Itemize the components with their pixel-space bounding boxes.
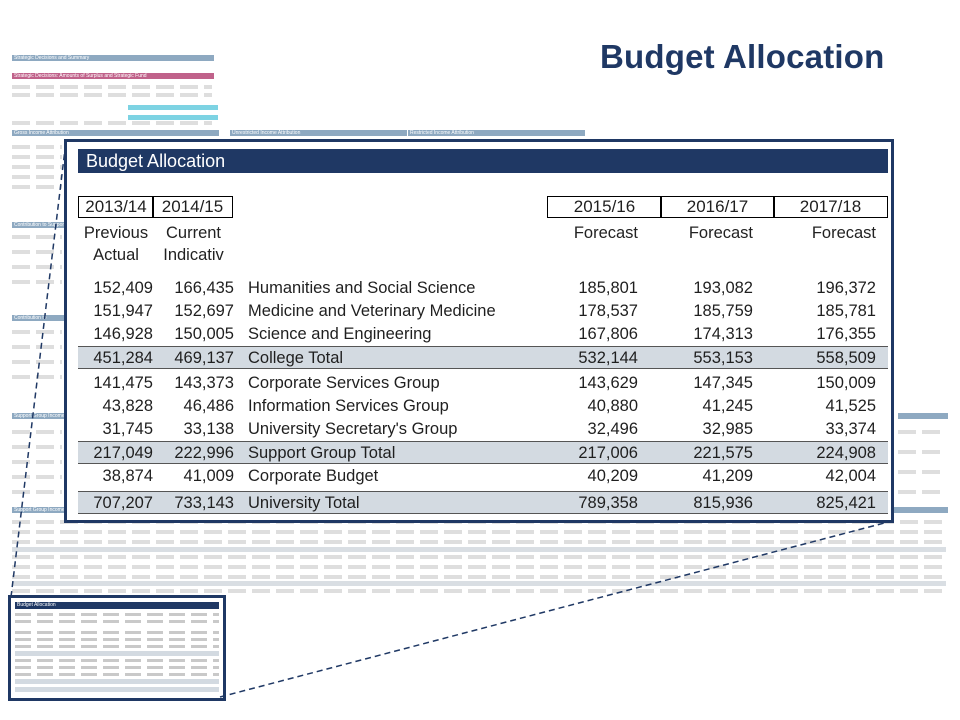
cell-f3: 196,372 xyxy=(816,279,876,297)
cell-name: College Total xyxy=(248,349,344,367)
table-row: 152,409 166,435 Humanities and Social Sc… xyxy=(78,277,888,300)
cell-prev: 152,409 xyxy=(93,279,153,297)
cell-prev: 38,874 xyxy=(102,467,153,485)
cell-f2: 221,575 xyxy=(693,444,753,462)
cell-f3: 176,355 xyxy=(816,325,876,343)
subhead-prev-1: Previous xyxy=(83,224,149,242)
cell-f1: 789,358 xyxy=(578,494,638,512)
year-header-curr: 2014/15 xyxy=(152,196,233,218)
cell-name: Corporate Services Group xyxy=(248,374,440,392)
cell-f1: 32,496 xyxy=(587,420,638,438)
cell-prev: 451,284 xyxy=(93,349,153,367)
bg-section-header: Unrestricted Income Attribution xyxy=(230,130,407,136)
bg-section-header: Strategic Decisions: Amounts of Surplus … xyxy=(12,73,214,79)
subhead-f3: Forecast xyxy=(811,224,876,242)
cell-prev: 31,745 xyxy=(102,420,153,438)
cell-curr: 143,373 xyxy=(174,374,234,392)
cell-curr: 469,137 xyxy=(174,349,234,367)
cell-f2: 553,153 xyxy=(693,349,753,367)
slide-title: Budget Allocation xyxy=(600,38,885,75)
cell-f3: 33,374 xyxy=(825,420,876,438)
table-row: 151,947 152,697 Medicine and Veterinary … xyxy=(78,300,888,323)
cell-prev: 217,049 xyxy=(93,444,153,462)
cell-curr: 152,697 xyxy=(174,302,234,320)
cell-f1: 532,144 xyxy=(578,349,638,367)
cell-curr: 166,435 xyxy=(174,279,234,297)
cell-f3: 185,781 xyxy=(816,302,876,320)
subhead-f2: Forecast xyxy=(688,224,753,242)
cell-f1: 167,806 xyxy=(578,325,638,343)
mini-budget-allocation-thumbnail: Budget Allocation xyxy=(8,595,226,701)
cell-name: Medicine and Veterinary Medicine xyxy=(248,302,496,320)
cell-name: Science and Engineering xyxy=(248,325,432,343)
cell-f2: 193,082 xyxy=(693,279,753,297)
cell-f3: 150,009 xyxy=(816,374,876,392)
panel-title: Budget Allocation xyxy=(78,149,888,173)
table-row: 141,475 143,373 Corporate Services Group… xyxy=(78,372,888,395)
cell-name: Corporate Budget xyxy=(248,467,379,485)
cell-f1: 217,006 xyxy=(578,444,638,462)
table-row-total: 707,207 733,143 University Total 789,358… xyxy=(78,491,888,514)
bg-section-header: Restricted Income Attribution xyxy=(408,130,585,136)
table-row: 31,745 33,138 University Secretary's Gro… xyxy=(78,418,888,441)
bg-section-header: Contribution to University Overheads xyxy=(12,315,66,327)
table-row-total: 451,284 469,137 College Total 532,144 55… xyxy=(78,346,888,369)
subhead-curr-1: Current xyxy=(165,224,222,242)
cell-curr: 33,138 xyxy=(183,420,234,438)
cell-name: Information Services Group xyxy=(248,397,449,415)
cell-prev: 707,207 xyxy=(93,494,153,512)
cell-f1: 178,537 xyxy=(578,302,638,320)
cell-f2: 32,985 xyxy=(702,420,753,438)
cell-curr: 41,009 xyxy=(183,467,234,485)
table-row: 43,828 46,486 Information Services Group… xyxy=(78,395,888,418)
cell-name: University Secretary's Group xyxy=(248,420,458,438)
cell-curr: 222,996 xyxy=(174,444,234,462)
cell-f3: 224,908 xyxy=(816,444,876,462)
year-header-prev: 2013/14 xyxy=(78,196,154,218)
cell-f2: 185,759 xyxy=(693,302,753,320)
cell-prev: 151,947 xyxy=(93,302,153,320)
mini-title: Budget Allocation xyxy=(15,602,219,609)
subhead-f1: Forecast xyxy=(573,224,638,242)
bg-section-header: Gross Income Attribution xyxy=(12,130,219,136)
cell-f2: 147,345 xyxy=(693,374,753,392)
cell-f2: 174,313 xyxy=(693,325,753,343)
budget-allocation-panel: Budget Allocation 2013/14 2014/15 2015/1… xyxy=(64,139,894,523)
bg-section-header: Strategic Decisions and Summary xyxy=(12,55,214,61)
cell-name: Humanities and Social Science xyxy=(248,279,476,297)
cell-f1: 40,880 xyxy=(587,397,638,415)
cell-f1: 185,801 xyxy=(578,279,638,297)
table-row: 38,874 41,009 Corporate Budget 40,209 41… xyxy=(78,465,888,488)
cell-f2: 41,245 xyxy=(702,397,753,415)
cell-f2: 41,209 xyxy=(702,467,753,485)
cell-f3: 558,509 xyxy=(816,349,876,367)
cell-name: University Total xyxy=(248,494,360,512)
subhead-prev-2: Actual xyxy=(93,246,139,264)
bg-section-header: Support Group Income xyxy=(12,413,66,419)
table-row: 146,928 150,005 Science and Engineering … xyxy=(78,323,888,346)
cell-f3: 825,421 xyxy=(816,494,876,512)
cell-f3: 41,525 xyxy=(825,397,876,415)
cell-f1: 143,629 xyxy=(578,374,638,392)
bg-section-header: Contribution to Support Groups xyxy=(12,222,66,234)
cell-prev: 43,828 xyxy=(102,397,153,415)
cell-f3: 42,004 xyxy=(825,467,876,485)
year-header-f1: 2015/16 xyxy=(547,196,662,218)
cell-curr: 46,486 xyxy=(183,397,234,415)
cell-f1: 40,209 xyxy=(587,467,638,485)
year-header-f3: 2017/18 xyxy=(773,196,888,218)
cell-curr: 733,143 xyxy=(174,494,234,512)
cell-curr: 150,005 xyxy=(174,325,234,343)
cell-name: Support Group Total xyxy=(248,444,396,462)
cell-prev: 146,928 xyxy=(93,325,153,343)
cell-f2: 815,936 xyxy=(693,494,753,512)
table-row-total: 217,049 222,996 Support Group Total 217,… xyxy=(78,441,888,464)
subhead-curr-2: Indicativ xyxy=(163,246,224,264)
cell-prev: 141,475 xyxy=(93,374,153,392)
year-header-f2: 2016/17 xyxy=(660,196,775,218)
